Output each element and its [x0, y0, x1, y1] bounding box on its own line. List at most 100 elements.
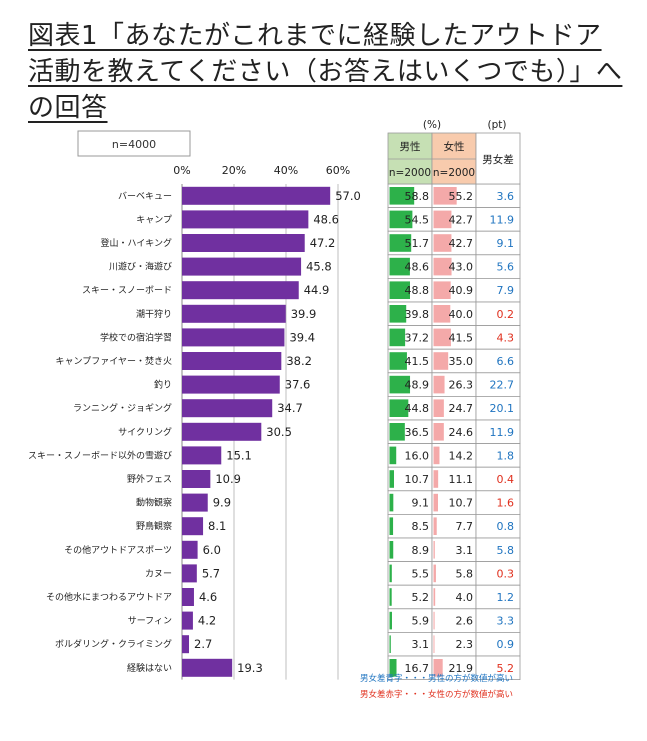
- male-value: 41.5: [405, 355, 430, 368]
- bar: [182, 352, 282, 370]
- male-value: 8.9: [412, 544, 430, 557]
- male-bar: [389, 493, 394, 512]
- male-header: 男性: [400, 140, 421, 153]
- bar: [182, 588, 194, 606]
- male-bar: [389, 328, 406, 347]
- category-label: その他アウトドアスポーツ: [64, 544, 172, 556]
- male-bar: [389, 517, 394, 535]
- male-value: 58.8: [405, 190, 430, 203]
- bar-value-label: 34.7: [277, 401, 303, 415]
- male-value: 5.5: [412, 567, 430, 580]
- bar-value-label: 15.1: [226, 448, 252, 462]
- diff-value: 1.8: [497, 449, 515, 462]
- male-bar: [389, 281, 410, 299]
- female-bar: [433, 564, 436, 583]
- male-bar: [389, 659, 397, 677]
- diff-value: 0.3: [497, 567, 515, 580]
- diff-value: 1.2: [497, 591, 515, 604]
- female-bar: [433, 493, 438, 512]
- category-label: 登山・ハイキング: [100, 237, 172, 249]
- category-label: その他水にまつわるアウトドア: [46, 591, 172, 603]
- female-value: 10.7: [449, 497, 474, 510]
- bar: [182, 446, 222, 465]
- female-value: 43.0: [449, 261, 474, 274]
- bar: [182, 257, 302, 276]
- female-bar: [433, 423, 444, 441]
- male-bar: [389, 187, 415, 205]
- male-bar: [389, 257, 410, 276]
- female-value: 42.7: [449, 213, 474, 226]
- category-label: 動物観察: [136, 497, 172, 509]
- male-bar: [389, 635, 391, 653]
- female-bar: [433, 541, 435, 559]
- male-bar: [389, 541, 394, 559]
- female-value: 40.9: [449, 284, 474, 297]
- diff-value: 0.4: [497, 473, 515, 486]
- bar: [182, 210, 309, 229]
- bar: [182, 304, 286, 323]
- diff-cell: [475, 655, 521, 681]
- diff-value: 1.6: [497, 497, 515, 510]
- female-bar: [433, 234, 452, 252]
- female-bar: [433, 375, 445, 394]
- bar-value-label: 30.5: [266, 425, 292, 439]
- female-value: 41.5: [449, 331, 474, 344]
- diff-value: 6.6: [497, 355, 515, 368]
- female-value: 14.2: [449, 449, 474, 462]
- male-value: 5.2: [412, 591, 430, 604]
- bar-value-label: 4.6: [199, 590, 217, 604]
- diff-value: 0.9: [497, 638, 515, 651]
- x-axis-ticks: 0% 20% 40% 60%: [173, 164, 350, 177]
- female-bar: [433, 517, 437, 535]
- bar-value-label: 5.7: [202, 566, 220, 580]
- diff-value: 0.8: [497, 520, 515, 533]
- diff-header: 男女差: [482, 153, 514, 166]
- category-label: サイクリング: [118, 426, 172, 438]
- diff-value: 3.6: [497, 190, 515, 203]
- category-label: 学校での宿泊学習: [100, 331, 172, 343]
- bars-group: バーベキュー 57.0 キャンプ 48.6 登山・ハイキング 47.2 川遊び・海遊び 45.…: [28, 186, 361, 677]
- male-bar: [389, 305, 407, 323]
- female-bar: [433, 635, 435, 653]
- bar: [182, 281, 299, 300]
- male-n: n=2000: [389, 167, 431, 179]
- female-bar: [433, 352, 449, 370]
- bar: [182, 564, 197, 583]
- male-bar: [389, 399, 409, 417]
- x-tick-label: 40%: [274, 164, 298, 177]
- male-value: 16.0: [405, 449, 430, 462]
- diff-value: 5.8: [497, 544, 515, 557]
- category-label: 潮干狩り: [136, 308, 172, 320]
- bar: [182, 375, 280, 394]
- bar: [182, 186, 331, 205]
- female-header-cell: [431, 132, 477, 185]
- x-tick-label: 20%: [222, 164, 246, 177]
- diff-value: 4.3: [497, 331, 515, 344]
- diff-value: 5.6: [497, 261, 515, 274]
- female-value: 2.3: [456, 638, 474, 651]
- female-value: 2.6: [456, 615, 474, 628]
- gender-table: 58.8 55.2 3.6 54.5 42.7 11.9 51.7 42.7 9.1 48.6 43…: [387, 119, 521, 681]
- male-bar: [389, 423, 405, 441]
- male-value: 9.1: [412, 497, 430, 510]
- diff-value: 11.9: [490, 426, 515, 439]
- bar: [182, 328, 285, 347]
- female-value: 24.7: [449, 402, 474, 415]
- male-value: 48.6: [405, 261, 430, 274]
- note-blue: 男女差青字・・・男性の方が数値が高い: [360, 673, 513, 684]
- male-value: 8.5: [412, 520, 430, 533]
- sample-size-label: n=4000: [112, 138, 156, 151]
- bar: [182, 470, 211, 488]
- female-value: 21.9: [449, 662, 474, 675]
- diff-value: 7.9: [497, 284, 515, 297]
- note-red: 男女差赤字・・・女性の方が数値が高い: [360, 689, 513, 700]
- x-tick-label: 60%: [326, 164, 350, 177]
- bar-value-label: 38.2: [286, 354, 312, 368]
- bar: [182, 635, 190, 654]
- category-label: 釣り: [154, 379, 172, 391]
- male-bar: [389, 352, 407, 370]
- unit-pt: (pt): [488, 119, 507, 131]
- category-label: ランニング・ジョギング: [73, 402, 172, 414]
- male-value: 5.9: [412, 615, 430, 628]
